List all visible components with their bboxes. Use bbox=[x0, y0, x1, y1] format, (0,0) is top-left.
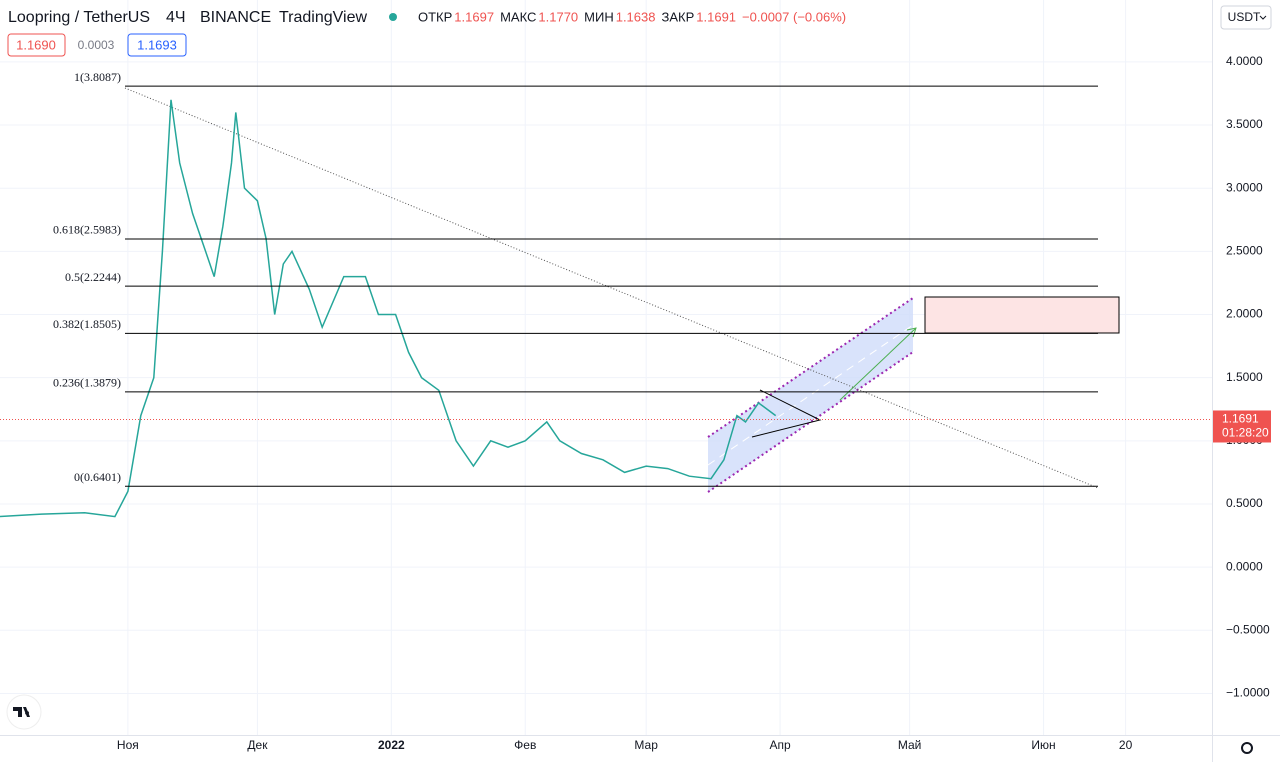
fib-label: 1(3.8087) bbox=[74, 70, 121, 84]
tv-logo bbox=[6, 694, 42, 730]
y-tick-label: 2.0000 bbox=[1226, 307, 1263, 321]
ohlc-key: МИН bbox=[584, 9, 614, 24]
axis-border bbox=[1212, 0, 1213, 762]
y-tick-label: 1.5000 bbox=[1226, 370, 1263, 384]
y-tick-label: −1.0000 bbox=[1226, 686, 1270, 700]
brand: TradingView bbox=[279, 9, 367, 26]
ohlc-value: 1.1770 bbox=[538, 9, 578, 24]
axis-border bbox=[0, 735, 1280, 736]
x-tick-label: Апр bbox=[769, 738, 791, 752]
triangle bbox=[751, 389, 822, 438]
settings-icon[interactable] bbox=[1241, 742, 1253, 754]
x-tick-label: Май bbox=[898, 738, 922, 752]
arrow bbox=[839, 327, 917, 401]
fib-label: 0.5(2.2244) bbox=[65, 270, 121, 284]
y-tick-label: 0.5000 bbox=[1226, 496, 1263, 510]
target-box bbox=[924, 296, 1120, 334]
x-tick-label: Дек bbox=[247, 738, 268, 752]
fib-label: 0.382(1.8505) bbox=[53, 317, 121, 331]
channel bbox=[708, 298, 913, 492]
countdown: 01:28:20 bbox=[1222, 426, 1269, 440]
y-tick-label: 2.5000 bbox=[1226, 244, 1263, 258]
ohlc-value: 1.1638 bbox=[616, 9, 656, 24]
last-price-box bbox=[1213, 410, 1271, 443]
x-tick-label: Июн bbox=[1031, 738, 1055, 752]
channel-edge bbox=[707, 351, 914, 493]
bid-box[interactable] bbox=[7, 33, 66, 57]
status-dot bbox=[389, 13, 397, 21]
x-tick-label: 20 bbox=[1119, 738, 1133, 752]
ask-box[interactable] bbox=[127, 33, 187, 57]
x-tick-label: Мар bbox=[634, 738, 658, 752]
fib-label: 0.236(1.3879) bbox=[53, 376, 121, 390]
y-tick-label: 3.0000 bbox=[1226, 180, 1263, 194]
arrow-head bbox=[906, 327, 917, 338]
y-tick-label: 3.5000 bbox=[1226, 117, 1263, 131]
x-tick-label: Ноя bbox=[117, 738, 139, 752]
trend-line bbox=[124, 87, 1099, 489]
fib-label: 0(0.6401) bbox=[74, 470, 121, 484]
x-tick-label: 2022 bbox=[378, 738, 405, 752]
bid: 1.1690 bbox=[16, 37, 56, 52]
change: −0.0007 (−0.06%) bbox=[742, 9, 846, 24]
currency: USDT bbox=[1228, 10, 1261, 24]
fib-label: 0.618(2.5983) bbox=[53, 223, 121, 237]
price-line bbox=[0, 99, 777, 518]
ohlc-key: МАКС bbox=[500, 9, 536, 24]
interval: 4Ч bbox=[166, 9, 186, 26]
currency-button[interactable] bbox=[1220, 5, 1272, 30]
exchange: BINANCE bbox=[200, 9, 271, 26]
ohlc-key: ЗАКР bbox=[661, 9, 694, 24]
ohlc-value: 1.1697 bbox=[454, 9, 494, 24]
y-tick-label: 4.0000 bbox=[1226, 54, 1263, 68]
channel-edge bbox=[707, 297, 914, 438]
y-tick-label: 0.0000 bbox=[1226, 559, 1263, 573]
ask: 1.1693 bbox=[137, 37, 177, 52]
y-tick-label: −0.5000 bbox=[1226, 622, 1270, 636]
ohlc-value: 1.1691 bbox=[696, 9, 736, 24]
spread: 0.0003 bbox=[78, 38, 115, 52]
caret bbox=[1259, 15, 1267, 20]
x-tick-label: Фев bbox=[514, 738, 536, 752]
ohlc-key: ОТКР bbox=[418, 9, 452, 24]
symbol: Loopring / TetherUS bbox=[8, 9, 150, 26]
last-price-label: 1.1691 bbox=[1222, 412, 1259, 426]
